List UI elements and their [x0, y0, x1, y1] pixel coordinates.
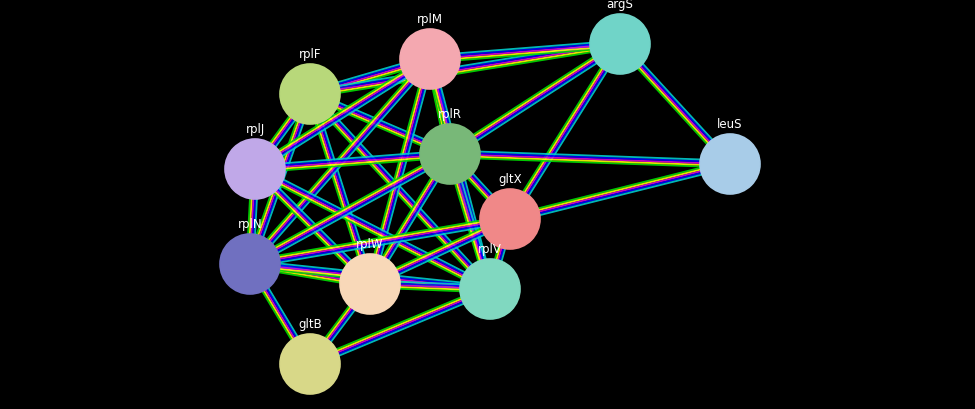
Circle shape [460, 259, 520, 319]
Circle shape [480, 189, 540, 249]
Circle shape [400, 30, 460, 90]
Text: gltX: gltX [498, 173, 522, 186]
Circle shape [225, 139, 285, 200]
Text: rplR: rplR [438, 108, 462, 121]
Circle shape [280, 334, 340, 394]
Circle shape [220, 234, 280, 294]
Text: rplW: rplW [356, 237, 384, 250]
Text: rplV: rplV [478, 243, 502, 255]
Text: rplJ: rplJ [246, 123, 264, 136]
Text: leuS: leuS [718, 118, 743, 131]
Text: rplN: rplN [238, 218, 262, 230]
Text: rplM: rplM [417, 13, 443, 26]
Circle shape [280, 65, 340, 125]
Circle shape [590, 15, 650, 75]
Circle shape [340, 254, 400, 314]
Text: argS: argS [606, 0, 634, 11]
Text: rplF: rplF [298, 48, 321, 61]
Circle shape [420, 125, 480, 184]
Circle shape [700, 135, 760, 195]
Text: gltB: gltB [298, 317, 322, 330]
